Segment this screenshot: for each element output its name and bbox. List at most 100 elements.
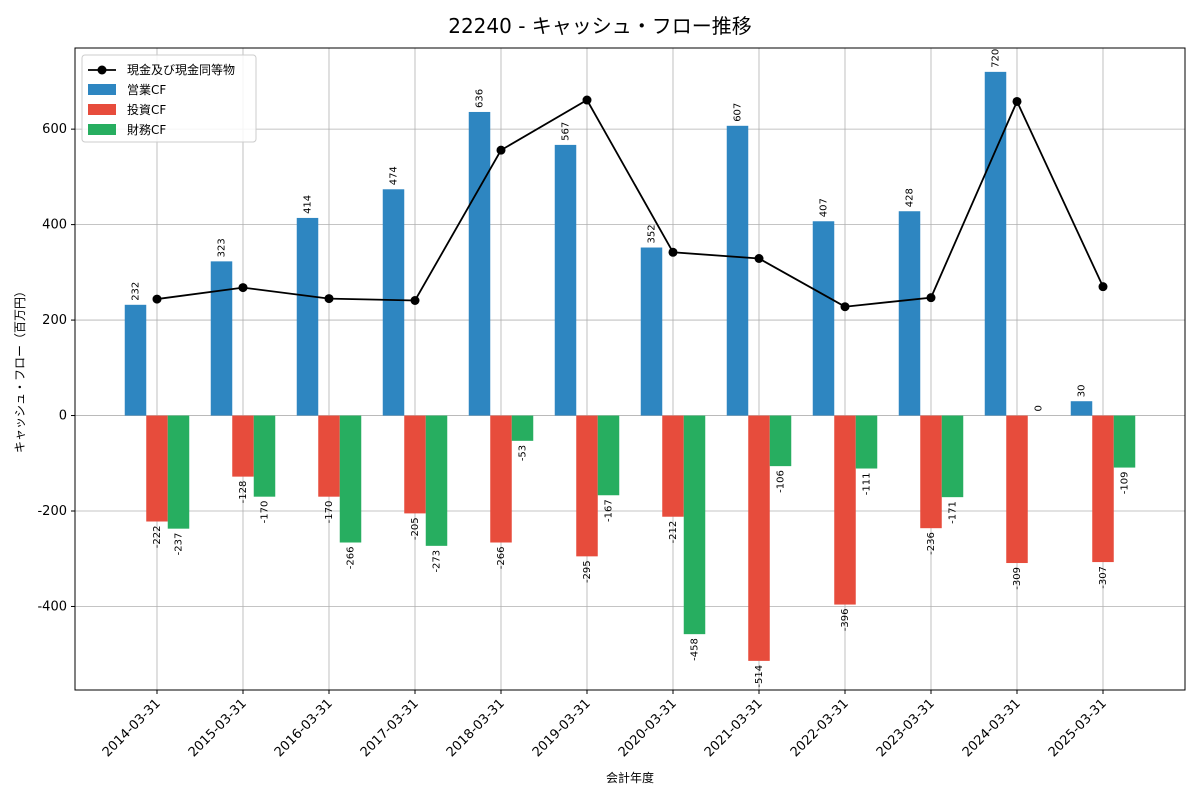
bar (554, 144, 577, 416)
data-label: -212 (668, 521, 679, 544)
x-tick-label: 2018-03-31 (444, 696, 508, 760)
cash-point (238, 283, 248, 293)
cash-point (1012, 96, 1022, 106)
data-label: -458 (690, 638, 701, 661)
bar (425, 415, 448, 546)
grid (75, 48, 1185, 690)
x-axis-label: 会計年度 (606, 770, 654, 785)
legend-label: 現金及び現金同等物 (127, 62, 235, 77)
data-label: 720 (991, 49, 1002, 68)
cash-point (324, 294, 334, 304)
data-label: 474 (389, 166, 400, 185)
bar (1113, 415, 1136, 468)
legend-label: 投資CF (127, 102, 166, 117)
legend-swatch (88, 104, 116, 115)
y-tick-label: 600 (42, 122, 67, 137)
data-label: -171 (948, 501, 959, 524)
data-label: 414 (303, 195, 314, 214)
data-label: -266 (346, 547, 357, 570)
data-label: -266 (496, 547, 507, 570)
y-axis-label: キャッシュ・フロー（百万円） (13, 285, 27, 453)
bar (146, 415, 168, 522)
data-label: -307 (1098, 566, 1109, 589)
x-tick-label: 2019-03-31 (530, 696, 594, 760)
cash-point (1098, 282, 1108, 292)
data-label: -273 (432, 550, 443, 573)
y-tick-label: -200 (37, 504, 67, 519)
x-tick-label: 2022-03-31 (788, 696, 852, 760)
data-label: -236 (926, 532, 937, 555)
x-tick-label: 2014-03-31 (100, 696, 164, 760)
x-tick-label: 2023-03-31 (874, 696, 938, 760)
bar (1006, 415, 1028, 564)
data-label: -295 (582, 560, 593, 583)
bar (640, 247, 663, 416)
bar (382, 189, 405, 416)
x-tick-label: 2016-03-31 (272, 696, 336, 760)
bar (296, 217, 319, 416)
data-label: 323 (217, 238, 228, 257)
data-label: 567 (561, 122, 572, 141)
data-label: -514 (754, 665, 765, 688)
bar (748, 415, 770, 661)
data-label: 407 (819, 198, 830, 217)
x-tick-label: 2021-03-31 (702, 696, 766, 760)
bar (834, 415, 856, 605)
bar (984, 71, 1007, 416)
cash-point (496, 145, 506, 155)
series-1: -222 -128 -170 -205 -266 -295 -212 -514 -396 -236… (146, 415, 1114, 688)
bar (1092, 415, 1114, 563)
bar (662, 415, 684, 517)
bar (404, 415, 426, 514)
data-label: -222 (152, 526, 163, 549)
cash-point (754, 253, 764, 263)
data-label: 232 (131, 282, 142, 301)
data-label: -170 (260, 501, 271, 524)
bar (124, 304, 147, 416)
data-label: -309 (1012, 567, 1023, 590)
bar (210, 261, 233, 416)
bar (726, 125, 749, 416)
y-tick-label: -400 (37, 599, 67, 614)
data-label: -396 (840, 609, 851, 632)
bar (597, 415, 620, 496)
bar (769, 415, 792, 467)
bar (167, 415, 190, 529)
chart-title: 22240 - キャッシュ・フロー推移 (448, 14, 752, 38)
bar (339, 415, 362, 543)
y-tick-label: 400 (42, 218, 67, 233)
series-0: 232 323 414 474 636 567 352 607 407 428 720 30 (124, 49, 1093, 416)
data-label: -128 (238, 481, 249, 504)
x-tick-label: 2015-03-31 (186, 696, 250, 760)
legend-label: 営業CF (127, 83, 166, 97)
data-label: 352 (647, 224, 658, 243)
bar (468, 111, 491, 416)
legend-label: 財務CF (127, 122, 166, 137)
data-label: -237 (174, 533, 185, 556)
data-label: 428 (905, 188, 916, 207)
data-label: -106 (776, 470, 787, 493)
data-label: -111 (862, 473, 873, 496)
data-label: 30 (1077, 384, 1088, 397)
data-label: 636 (475, 89, 486, 108)
data-label: 0 (1034, 405, 1045, 411)
bar (855, 415, 878, 469)
y-tick-label: 200 (42, 313, 67, 328)
bar (511, 415, 534, 441)
data-label: -109 (1120, 472, 1131, 495)
x-tick-label: 2020-03-31 (616, 696, 680, 760)
data-label: -170 (324, 501, 335, 524)
bar (683, 415, 706, 635)
x-tick-label: 2025-03-31 (1046, 696, 1110, 760)
cash-point (840, 302, 850, 312)
legend-marker (97, 65, 107, 75)
cash-point (582, 95, 592, 105)
bar (576, 415, 598, 557)
cash-point (152, 294, 162, 304)
data-label: -167 (604, 499, 615, 522)
x-tick-label: 2024-03-31 (960, 696, 1024, 760)
bar (232, 415, 254, 477)
x-tick-label: 2017-03-31 (358, 696, 422, 760)
